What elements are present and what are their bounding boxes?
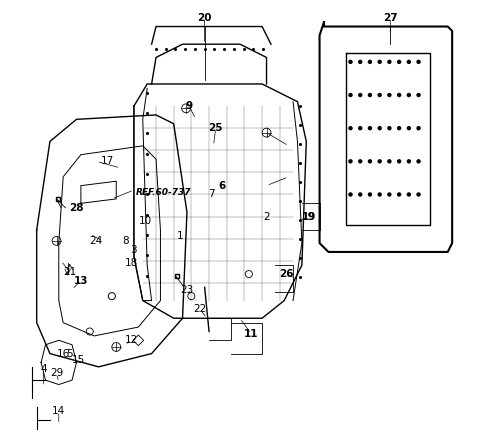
Text: 19: 19	[302, 212, 315, 221]
Text: 27: 27	[383, 13, 397, 23]
Text: 18: 18	[125, 258, 138, 268]
Text: 11: 11	[244, 329, 258, 339]
Circle shape	[368, 192, 372, 197]
Circle shape	[416, 192, 421, 197]
Text: 13: 13	[73, 276, 88, 286]
Circle shape	[348, 93, 353, 97]
Text: 2: 2	[263, 212, 270, 221]
Text: 1: 1	[177, 232, 184, 241]
Text: 15: 15	[72, 355, 85, 365]
Circle shape	[348, 60, 353, 64]
Text: 9: 9	[186, 101, 193, 111]
Circle shape	[377, 159, 382, 164]
Circle shape	[368, 93, 372, 97]
Text: 22: 22	[193, 305, 207, 314]
Circle shape	[387, 93, 392, 97]
Circle shape	[397, 126, 401, 130]
Text: 29: 29	[50, 369, 63, 378]
Circle shape	[358, 126, 362, 130]
Circle shape	[416, 93, 421, 97]
Text: 17: 17	[101, 156, 114, 166]
Circle shape	[348, 126, 353, 130]
Circle shape	[416, 60, 421, 64]
Text: 10: 10	[138, 216, 152, 226]
Text: 25: 25	[208, 123, 223, 133]
Circle shape	[368, 159, 372, 164]
Circle shape	[377, 60, 382, 64]
Text: 3: 3	[131, 245, 137, 255]
Circle shape	[348, 159, 353, 164]
Text: REF.60-737: REF.60-737	[136, 188, 192, 197]
Text: 14: 14	[52, 406, 65, 416]
Text: 7: 7	[208, 190, 215, 199]
Circle shape	[368, 60, 372, 64]
Circle shape	[377, 192, 382, 197]
Circle shape	[407, 126, 411, 130]
Circle shape	[416, 126, 421, 130]
Text: 6: 6	[219, 181, 226, 191]
Text: 8: 8	[122, 236, 128, 246]
Circle shape	[377, 126, 382, 130]
Circle shape	[397, 192, 401, 197]
Text: 19: 19	[301, 212, 316, 221]
Text: 16: 16	[57, 349, 70, 358]
Text: 12: 12	[125, 335, 138, 345]
Text: 21: 21	[63, 267, 76, 277]
Circle shape	[358, 192, 362, 197]
Text: 5: 5	[67, 349, 73, 358]
Circle shape	[407, 159, 411, 164]
Circle shape	[407, 60, 411, 64]
Circle shape	[397, 60, 401, 64]
Text: 26: 26	[279, 269, 294, 279]
Text: 28: 28	[69, 203, 84, 213]
Circle shape	[348, 192, 353, 197]
Circle shape	[407, 93, 411, 97]
Text: 20: 20	[197, 13, 212, 23]
Circle shape	[407, 192, 411, 197]
Circle shape	[397, 93, 401, 97]
Circle shape	[387, 60, 392, 64]
Circle shape	[397, 159, 401, 164]
Circle shape	[387, 192, 392, 197]
Circle shape	[377, 93, 382, 97]
Circle shape	[358, 159, 362, 164]
Circle shape	[387, 159, 392, 164]
Text: 23: 23	[180, 285, 193, 294]
Circle shape	[358, 60, 362, 64]
Text: 24: 24	[90, 236, 103, 246]
Circle shape	[368, 126, 372, 130]
Text: 4: 4	[40, 364, 47, 374]
Circle shape	[387, 126, 392, 130]
Circle shape	[416, 159, 421, 164]
Circle shape	[358, 93, 362, 97]
